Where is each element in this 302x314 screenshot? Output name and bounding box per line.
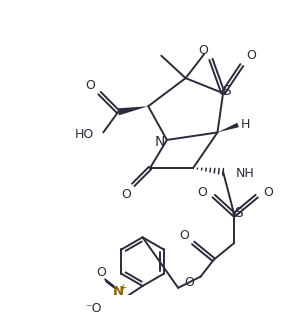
Text: N: N [113,285,124,298]
Text: O: O [85,79,95,92]
Polygon shape [117,106,148,115]
Text: O: O [96,266,106,279]
Text: S: S [223,84,231,98]
Text: NH: NH [236,167,255,180]
Text: O: O [179,229,189,242]
Text: ⁻O: ⁻O [86,302,102,314]
Text: N: N [154,135,165,149]
Text: H: H [241,118,250,132]
Text: O: O [263,186,273,199]
Text: HO: HO [75,128,94,141]
Text: +: + [119,283,127,292]
Text: O: O [198,186,207,199]
Text: O: O [185,276,194,289]
Text: O: O [121,188,131,201]
Text: O: O [246,49,256,62]
Text: S: S [234,206,243,220]
Polygon shape [217,123,239,133]
Text: O: O [198,44,208,57]
